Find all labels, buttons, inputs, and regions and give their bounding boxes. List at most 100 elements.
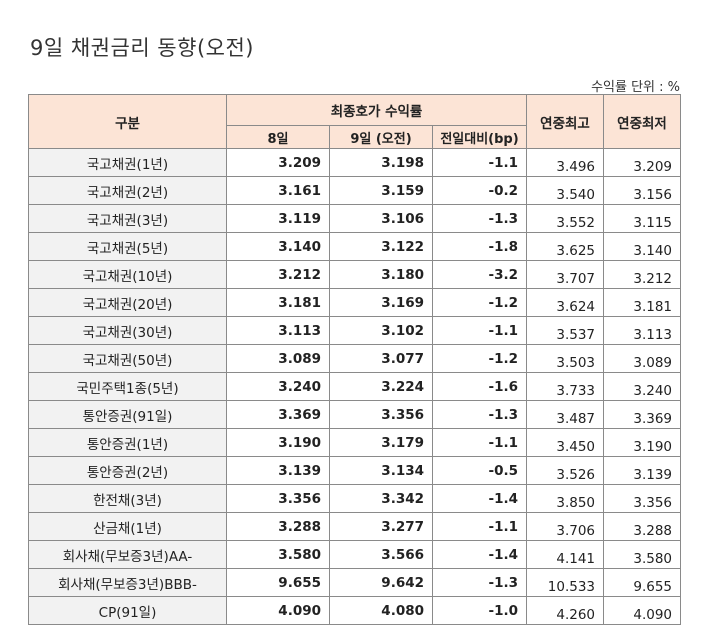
- yield-day8-cell: 3.140: [226, 232, 330, 261]
- yield-day9-cell: 3.179: [329, 428, 433, 457]
- year-high-cell: 3.450: [526, 428, 605, 457]
- change-bp-cell: -3.2: [431, 260, 528, 289]
- year-low-cell: 3.288: [603, 512, 682, 541]
- yield-day9-cell: 3.134: [329, 456, 433, 485]
- year-low-cell: 3.089: [603, 344, 682, 373]
- year-low-cell: 3.115: [603, 204, 682, 233]
- table-row: 회사채(무보증3년)AA- 3.580 3.566 -1.4 4.141 3.580: [28, 540, 682, 569]
- table-row: 한전채(3년) 3.356 3.342 -1.4 3.850 3.356: [28, 484, 682, 513]
- change-bp-cell: -1.1: [431, 148, 528, 177]
- year-low-cell: 3.190: [603, 428, 682, 457]
- bond-name-cell: 국민주택1종(5년): [28, 372, 227, 401]
- year-low-cell: 3.369: [603, 400, 682, 429]
- yield-day8-cell: 3.212: [226, 260, 330, 289]
- yield-day9-cell: 3.077: [329, 344, 433, 373]
- change-bp-cell: -1.1: [431, 428, 528, 457]
- table-row: 통안증권(1년) 3.190 3.179 -1.1 3.450 3.190: [28, 428, 682, 457]
- year-low-cell: 4.090: [603, 596, 682, 625]
- bond-name-cell: 국고채권(10년): [28, 260, 227, 289]
- year-high-cell: 4.260: [526, 596, 605, 625]
- bond-name-cell: 통안증권(1년): [28, 428, 227, 457]
- table-row: 국고채권(3년) 3.119 3.106 -1.3 3.552 3.115: [28, 204, 682, 233]
- bond-name-cell: 한전채(3년): [28, 484, 227, 513]
- table-row: 통안증권(91일) 3.369 3.356 -1.3 3.487 3.369: [28, 400, 682, 429]
- bond-yield-table: 구분 최종호가 수익률 연중최고 연중최저 8일 9일 (오전) 전일대비(bp…: [28, 94, 682, 625]
- change-bp-cell: -1.1: [431, 512, 528, 541]
- table-row: 국고채권(30년) 3.113 3.102 -1.1 3.537 3.113: [28, 316, 682, 345]
- bond-name-cell: 국고채권(30년): [28, 316, 227, 345]
- bond-name-cell: 산금채(1년): [28, 512, 227, 541]
- bond-name-cell: 국고채권(1년): [28, 148, 227, 177]
- table-row: 국고채권(5년) 3.140 3.122 -1.8 3.625 3.140: [28, 232, 682, 261]
- bond-name-cell: 통안증권(91일): [28, 400, 227, 429]
- table-row: 국고채권(50년) 3.089 3.077 -1.2 3.503 3.089: [28, 344, 682, 373]
- bond-name-cell: CP(91일): [28, 596, 227, 625]
- bond-name-cell: 국고채권(3년): [28, 204, 227, 233]
- bond-name-cell: 국고채권(2년): [28, 176, 227, 205]
- yield-day8-cell: 3.113: [226, 316, 330, 345]
- yield-day8-cell: 9.655: [226, 568, 330, 597]
- yield-day8-cell: 3.119: [226, 204, 330, 233]
- header-final-yield: 최종호가 수익률: [225, 94, 528, 126]
- table-row: 국민주택1종(5년) 3.240 3.224 -1.6 3.733 3.240: [28, 372, 682, 401]
- year-low-cell: 3.209: [603, 148, 682, 177]
- yield-day8-cell: 3.580: [226, 540, 330, 569]
- table-row: 국고채권(2년) 3.161 3.159 -0.2 3.540 3.156: [28, 176, 682, 205]
- year-high-cell: 3.503: [526, 344, 605, 373]
- unit-note: 수익률 단위 : %: [591, 80, 680, 95]
- yield-day8-cell: 3.240: [226, 372, 330, 401]
- yield-day8-cell: 3.369: [226, 400, 330, 429]
- year-high-cell: 3.733: [526, 372, 605, 401]
- year-low-cell: 3.139: [603, 456, 682, 485]
- year-high-cell: 3.624: [526, 288, 605, 317]
- year-high-cell: 3.540: [526, 176, 605, 205]
- table-row: 국고채권(10년) 3.212 3.180 -3.2 3.707 3.212: [28, 260, 682, 289]
- header-change: 전일대비(bp): [431, 125, 528, 149]
- yield-day9-cell: 3.180: [329, 260, 433, 289]
- year-low-cell: 3.156: [603, 176, 682, 205]
- table-row: 국고채권(1년) 3.209 3.198 -1.1 3.496 3.209: [28, 148, 682, 177]
- change-bp-cell: -1.0: [431, 596, 528, 625]
- year-low-cell: 3.113: [603, 316, 682, 345]
- change-bp-cell: -1.1: [431, 316, 528, 345]
- table-row: 통안증권(2년) 3.139 3.134 -0.5 3.526 3.139: [28, 456, 682, 485]
- yield-day9-cell: 3.342: [329, 484, 433, 513]
- year-low-cell: 9.655: [603, 568, 682, 597]
- year-high-cell: 3.496: [526, 148, 605, 177]
- yield-day8-cell: 3.139: [226, 456, 330, 485]
- yield-day8-cell: 3.089: [226, 344, 330, 373]
- year-low-cell: 3.580: [603, 540, 682, 569]
- table-row: CP(91일) 4.090 4.080 -1.0 4.260 4.090: [28, 596, 682, 625]
- year-high-cell: 10.533: [526, 568, 605, 597]
- change-bp-cell: -1.2: [431, 344, 528, 373]
- yield-day9-cell: 3.169: [329, 288, 433, 317]
- bond-name-cell: 국고채권(50년): [28, 344, 227, 373]
- yield-day9-cell: 3.277: [329, 512, 433, 541]
- change-bp-cell: -0.5: [431, 456, 528, 485]
- year-high-cell: 3.487: [526, 400, 605, 429]
- change-bp-cell: -1.4: [431, 484, 528, 513]
- yield-day9-cell: 3.122: [329, 232, 433, 261]
- year-high-cell: 4.141: [526, 540, 605, 569]
- page-title: 9일 채권금리 동향(오전): [30, 36, 254, 60]
- yield-day9-cell: 3.106: [329, 204, 433, 233]
- yield-day8-cell: 3.190: [226, 428, 330, 457]
- table-row: 회사채(무보증3년)BBB- 9.655 9.642 -1.3 10.533 9.655: [28, 568, 682, 597]
- yield-day9-cell: 3.356: [329, 400, 433, 429]
- yield-day9-cell: 3.102: [329, 316, 433, 345]
- yield-day8-cell: 3.356: [226, 484, 330, 513]
- yield-day8-cell: 3.288: [226, 512, 330, 541]
- year-high-cell: 3.537: [526, 316, 605, 345]
- yield-day9-cell: 3.159: [329, 176, 433, 205]
- year-low-cell: 3.140: [603, 232, 682, 261]
- header-category: 구분: [28, 94, 227, 149]
- yield-day9-cell: 3.566: [329, 540, 433, 569]
- bond-name-cell: 국고채권(20년): [28, 288, 227, 317]
- year-high-cell: 3.706: [526, 512, 605, 541]
- header-day8: 8일: [226, 125, 330, 149]
- yield-day9-cell: 4.080: [329, 596, 433, 625]
- bond-name-cell: 국고채권(5년): [28, 232, 227, 261]
- year-low-cell: 3.181: [603, 288, 682, 317]
- year-low-cell: 3.240: [603, 372, 682, 401]
- change-bp-cell: -1.3: [431, 568, 528, 597]
